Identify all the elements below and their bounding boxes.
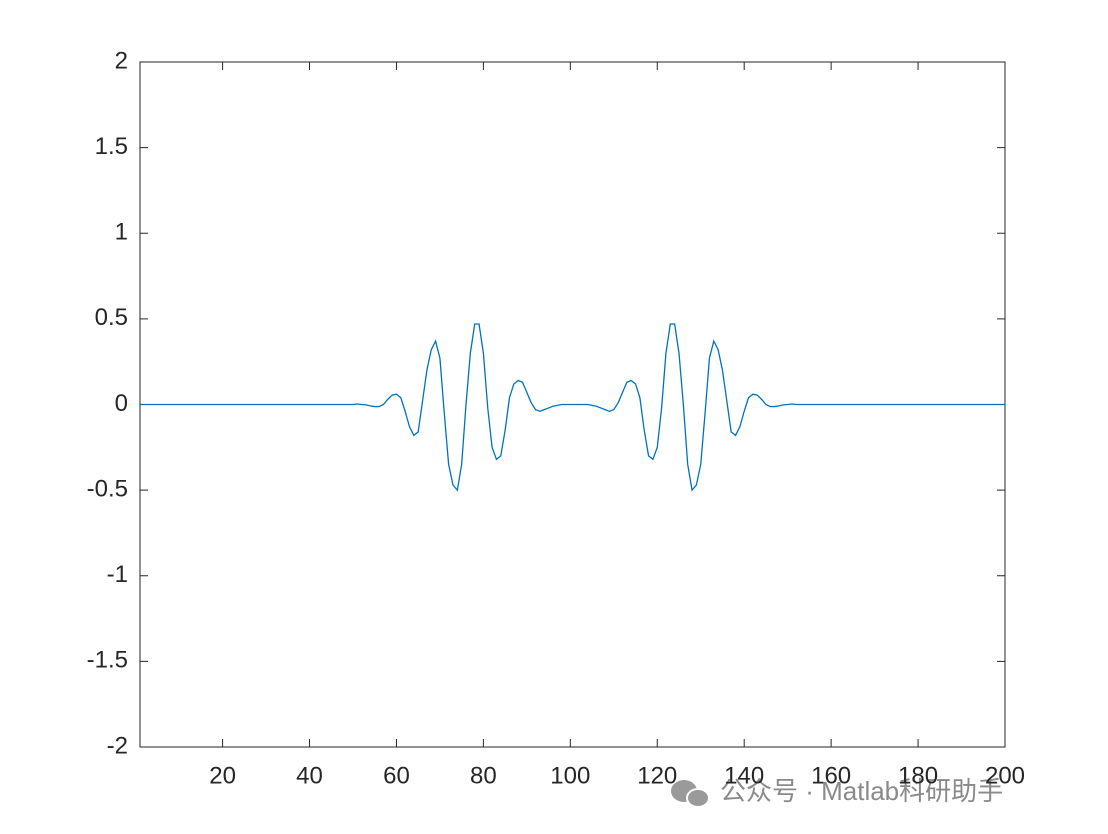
y-tick-label: -1 [107, 561, 128, 588]
y-tick-label: -0.5 [87, 475, 128, 502]
x-tick-label: 20 [209, 762, 236, 789]
y-tick-label: -1.5 [87, 647, 128, 674]
x-tick-label: 120 [637, 762, 677, 789]
x-tick-label: 80 [470, 762, 497, 789]
y-tick-label: 1.5 [95, 133, 128, 160]
x-tick-label: 40 [296, 762, 323, 789]
y-tick-label: -2 [107, 732, 128, 759]
x-tick-label: 140 [724, 762, 764, 789]
y-tick-label: 2 [115, 47, 128, 74]
y-tick-label: 1 [115, 219, 128, 246]
x-tick-label: 100 [550, 762, 590, 789]
x-tick-label: 180 [898, 762, 938, 789]
x-tick-label: 200 [985, 762, 1025, 789]
y-tick-label: 0 [115, 390, 128, 417]
watermark-icon [671, 780, 710, 808]
data-line [140, 323, 1005, 492]
watermark: 公众号 · Matlab科研助手 [720, 776, 1003, 806]
y-tick-label: 0.5 [95, 304, 128, 331]
x-tick-label: 60 [383, 762, 410, 789]
x-tick-label: 160 [811, 762, 851, 789]
